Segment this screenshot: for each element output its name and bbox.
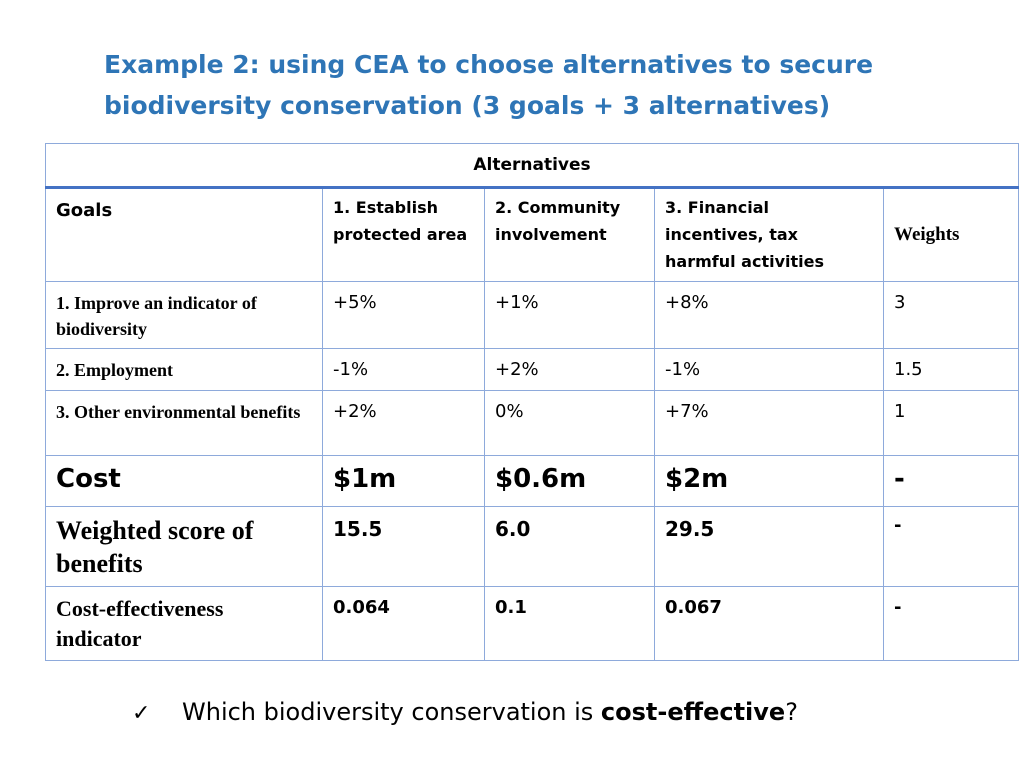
table-cell: +5% — [322, 281, 485, 349]
weighted-score-value: 6.0 — [484, 506, 655, 587]
table-cell: +8% — [654, 281, 884, 349]
cost-effectiveness-value: 0.067 — [654, 586, 884, 661]
weights-header: Weights — [882, 187, 1020, 282]
cost-row: Cost $1m $0.6m $2m - — [45, 455, 1020, 507]
goal-label-employment: 2. Employment — [45, 348, 323, 391]
checkmark-icon: ✓ — [132, 701, 151, 726]
table-row: 3. Other environmental benefits +2% 0% +… — [45, 390, 1020, 456]
table-cell: +2% — [484, 348, 655, 391]
cost-value: $2m — [654, 455, 884, 507]
question-text: Which biodiversity conservation is — [182, 698, 601, 726]
column-header-alternative-2: 2. Community involvement — [484, 187, 655, 282]
cost-effectiveness-label: Cost-effectiveness indicator — [45, 586, 323, 661]
table-row: 1. Improve an indicator of biodiversity … — [45, 281, 1020, 349]
slide-title: Example 2: using CEA to choose alternati… — [104, 44, 984, 126]
weight-cell: 1 — [882, 390, 1020, 456]
cost-effectiveness-row: Cost-effectiveness indicator 0.064 0.1 0… — [45, 586, 1020, 661]
cost-effectiveness-value: 0.064 — [322, 586, 485, 661]
cost-weight: - — [882, 455, 1020, 507]
cost-effectiveness-value: 0.1 — [484, 586, 655, 661]
weighted-score-weight: - — [882, 506, 1020, 587]
cost-value: $0.6m — [484, 455, 655, 507]
question-mark: ? — [785, 698, 798, 726]
goals-header: Goals — [45, 187, 323, 282]
table-cell: +1% — [484, 281, 655, 349]
column-header-alternative-3: 3. Financial incentives, tax harmful act… — [654, 187, 884, 282]
weighted-score-value: 15.5 — [322, 506, 485, 587]
weighted-score-row: Weighted score of benefits 15.5 6.0 29.5… — [45, 506, 1020, 587]
slide-title-line-2: biodiversity conservation (3 goals + 3 a… — [104, 91, 831, 120]
goal-label-biodiversity: 1. Improve an indicator of biodiversity — [45, 281, 323, 349]
weight-cell: 3 — [882, 281, 1020, 349]
table-row: 2. Employment -1% +2% -1% 1.5 — [45, 348, 1020, 391]
goal-label-environmental: 3. Other environmental benefits — [45, 390, 323, 456]
cost-value: $1m — [322, 455, 485, 507]
weighted-score-value: 29.5 — [654, 506, 884, 587]
table-cell: -1% — [654, 348, 884, 391]
cea-table: Alternatives Goals 1. Establish protecte… — [44, 143, 1020, 661]
question-emphasis: cost-effective — [600, 698, 786, 726]
alternatives-header-row: Alternatives — [44, 143, 1020, 189]
cost-effectiveness-weight: - — [882, 586, 1020, 661]
table-cell: +7% — [654, 390, 884, 456]
weighted-score-label: Weighted score of benefits — [45, 506, 323, 587]
cost-label: Cost — [45, 455, 323, 507]
table-cell: -1% — [322, 348, 485, 391]
alternatives-header: Alternatives — [44, 143, 1020, 189]
column-header-row: Goals 1. Establish protected area 2. Com… — [45, 187, 1020, 282]
weight-cell: 1.5 — [882, 348, 1020, 391]
slide-title-line-1: Example 2: using CEA to choose alternati… — [104, 50, 874, 79]
question-bullet: ✓ Which biodiversity conservation is cost… — [132, 698, 798, 726]
column-header-alternative-1: 1. Establish protected area — [322, 187, 485, 282]
table-cell: +2% — [322, 390, 485, 456]
table-cell: 0% — [484, 390, 655, 456]
